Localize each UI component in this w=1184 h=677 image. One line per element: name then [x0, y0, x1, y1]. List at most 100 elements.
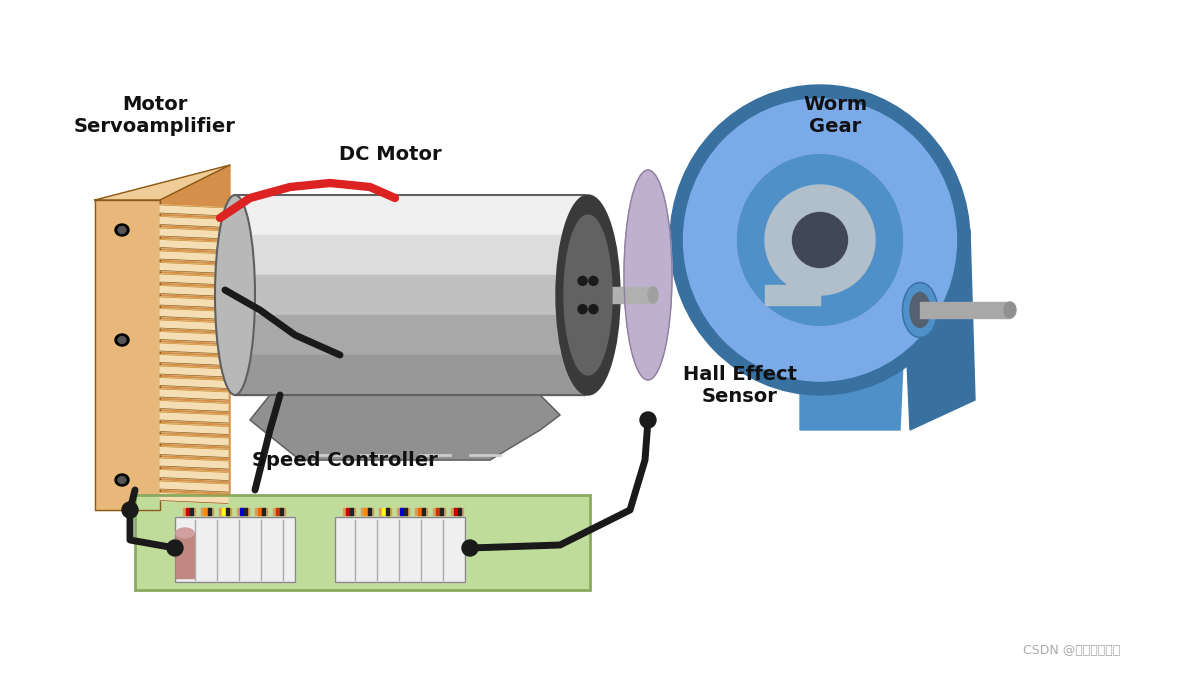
- Polygon shape: [160, 286, 229, 297]
- Polygon shape: [160, 492, 229, 504]
- Bar: [422, 508, 425, 515]
- Bar: [382, 508, 385, 515]
- Bar: [135, 495, 590, 590]
- Bar: [244, 508, 247, 515]
- Bar: [433, 508, 445, 515]
- Ellipse shape: [118, 336, 126, 343]
- Ellipse shape: [578, 276, 587, 286]
- Bar: [453, 508, 457, 515]
- Polygon shape: [160, 366, 229, 377]
- Polygon shape: [160, 481, 229, 492]
- Polygon shape: [160, 240, 229, 250]
- Bar: [379, 508, 391, 515]
- Text: Speed Controller: Speed Controller: [252, 450, 438, 470]
- Ellipse shape: [118, 477, 126, 483]
- Bar: [234, 315, 585, 355]
- Polygon shape: [160, 309, 229, 320]
- Polygon shape: [160, 217, 229, 227]
- Ellipse shape: [215, 195, 255, 395]
- Bar: [400, 508, 403, 515]
- Ellipse shape: [564, 215, 612, 375]
- Bar: [588, 287, 654, 303]
- Ellipse shape: [556, 195, 620, 395]
- Text: Worm
Gear: Worm Gear: [803, 95, 867, 135]
- Bar: [234, 355, 585, 395]
- Circle shape: [641, 412, 656, 428]
- Bar: [363, 508, 367, 515]
- Bar: [451, 508, 463, 515]
- Ellipse shape: [910, 292, 929, 328]
- Bar: [240, 508, 243, 515]
- Bar: [223, 508, 225, 515]
- Ellipse shape: [648, 287, 658, 303]
- Bar: [184, 508, 195, 515]
- Ellipse shape: [115, 334, 129, 346]
- Polygon shape: [160, 297, 229, 308]
- Polygon shape: [160, 389, 229, 400]
- Polygon shape: [160, 458, 229, 469]
- Bar: [255, 508, 268, 515]
- Bar: [274, 508, 285, 515]
- Bar: [219, 508, 231, 515]
- Bar: [397, 508, 408, 515]
- Bar: [237, 508, 249, 515]
- Bar: [204, 508, 207, 515]
- Polygon shape: [160, 251, 229, 262]
- Bar: [226, 508, 229, 515]
- Polygon shape: [900, 200, 974, 430]
- Circle shape: [462, 540, 478, 556]
- Polygon shape: [160, 378, 229, 389]
- Bar: [189, 508, 193, 515]
- Polygon shape: [160, 447, 229, 458]
- Bar: [436, 508, 439, 515]
- Text: Hall Effect
Sensor: Hall Effect Sensor: [683, 364, 797, 406]
- Bar: [186, 508, 189, 515]
- Polygon shape: [160, 401, 229, 412]
- Ellipse shape: [1004, 302, 1016, 318]
- Bar: [276, 508, 279, 515]
- Polygon shape: [160, 435, 229, 446]
- Polygon shape: [160, 343, 229, 354]
- Bar: [458, 508, 461, 515]
- Polygon shape: [250, 395, 560, 460]
- Ellipse shape: [902, 282, 938, 338]
- Bar: [335, 517, 465, 582]
- Ellipse shape: [115, 224, 129, 236]
- Ellipse shape: [683, 99, 957, 381]
- Polygon shape: [160, 228, 229, 239]
- Bar: [175, 517, 295, 582]
- Polygon shape: [160, 412, 229, 423]
- Bar: [765, 285, 821, 305]
- Bar: [234, 195, 585, 235]
- Ellipse shape: [738, 155, 902, 325]
- Polygon shape: [160, 355, 229, 366]
- Bar: [440, 508, 443, 515]
- Polygon shape: [160, 320, 229, 331]
- Polygon shape: [160, 263, 229, 274]
- Bar: [404, 508, 407, 515]
- Ellipse shape: [578, 305, 587, 313]
- Bar: [335, 517, 465, 582]
- Ellipse shape: [118, 227, 126, 234]
- Ellipse shape: [588, 276, 598, 286]
- Ellipse shape: [792, 213, 848, 267]
- Ellipse shape: [670, 85, 970, 395]
- Polygon shape: [160, 332, 229, 343]
- Bar: [418, 508, 422, 515]
- Polygon shape: [800, 155, 910, 430]
- Bar: [350, 508, 353, 515]
- Text: DC Motor: DC Motor: [339, 146, 442, 165]
- Bar: [234, 235, 585, 275]
- Bar: [175, 517, 295, 582]
- Text: CSDN @电力系统代码: CSDN @电力系统代码: [1023, 644, 1120, 657]
- Bar: [920, 302, 1010, 318]
- Polygon shape: [160, 274, 229, 285]
- Polygon shape: [160, 165, 230, 510]
- Bar: [279, 508, 283, 515]
- Bar: [361, 508, 373, 515]
- Ellipse shape: [765, 185, 875, 295]
- Ellipse shape: [624, 170, 673, 380]
- Polygon shape: [95, 200, 160, 510]
- Ellipse shape: [176, 528, 194, 538]
- Circle shape: [122, 502, 139, 518]
